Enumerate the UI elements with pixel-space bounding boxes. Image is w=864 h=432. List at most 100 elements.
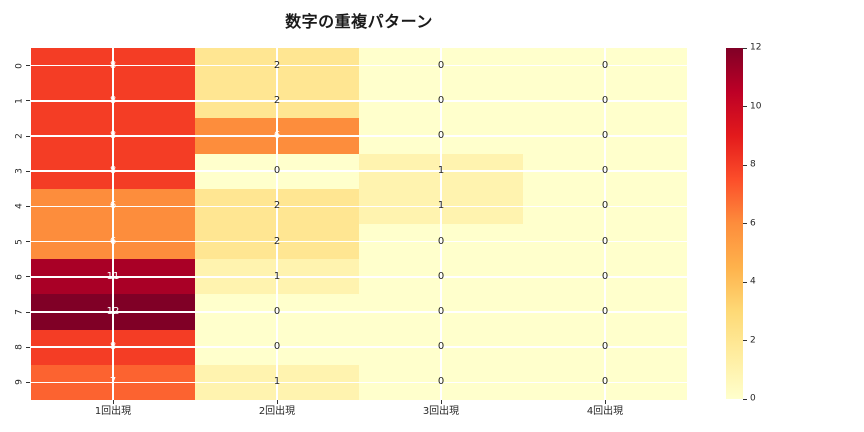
cell-value: 8 [109,341,117,353]
y-tick-mark [26,170,30,172]
cell-value: 0 [601,200,609,212]
gridline-horizontal [31,311,687,313]
cell-value: 0 [273,165,281,177]
y-tick-mark [26,135,30,137]
gridline-horizontal [31,100,687,102]
cell-value: 0 [601,130,609,141]
colorbar-tick-mark [743,223,747,224]
cell-value: 0 [601,235,609,247]
x-tick-mark [440,400,442,404]
heatmap-annotations: 8 2 0 0 8 2 0 0 8 6 0 0 8 0 1 0 6 2 1 0 6 2 0 0 11 1 0 0 12 0 0 0 8 0 0 0 7 1… [31,48,687,400]
y-tick-mark [26,100,30,102]
cell-value: 1 [437,200,445,212]
y-tick-label: 9 [14,379,25,386]
colorbar-tick-label: 2 [750,335,756,345]
gridline-horizontal [31,205,687,208]
colorbar-gradient [726,48,743,399]
colorbar [726,48,743,399]
y-tick-mark [26,311,30,313]
colorbar-tick-label: 10 [750,101,762,111]
chart-title: 数字の重複パターン [285,12,433,31]
cell-value: 6 [109,235,117,247]
cell-value: 0 [601,59,609,71]
cell-value: 0 [601,341,609,353]
cell-value: 8 [109,94,117,106]
colorbar-tick-mark [743,106,747,107]
gridline-horizontal [31,276,687,278]
cell-value: 2 [273,59,281,71]
y-tick-label: 1 [14,97,25,104]
gridline-horizontal [31,64,687,67]
cell-value: 0 [437,94,445,106]
y-tick-label: 6 [14,273,25,280]
gridline-horizontal [31,381,687,384]
gridline-vertical [276,48,278,400]
cell-value: 6 [273,130,281,141]
y-tick-label: 8 [14,344,25,351]
cell-value: 1 [437,165,445,177]
cell-value: 1 [273,270,281,282]
cell-value: 8 [109,59,117,71]
y-tick-label: 3 [14,168,25,175]
cell-value: 0 [601,270,609,282]
gridline-horizontal [31,240,687,243]
cell-value: 1 [273,376,281,388]
cell-value: 2 [273,200,281,212]
cell-value: 2 [273,235,281,247]
cell-value: 0 [601,94,609,106]
cell-value: 0 [601,306,609,317]
cell-value: 0 [437,130,445,141]
gridline-horizontal [31,346,687,348]
y-tick-label: 7 [14,309,25,315]
colorbar-tick-mark [743,281,747,283]
gridline-horizontal [31,135,687,137]
colorbar-tick-mark [743,164,747,166]
x-tick-mark [604,400,606,404]
x-tick-label: 4回出現 [586,406,624,417]
cell-value: 0 [601,165,609,177]
y-tick-mark [26,65,30,67]
cell-value: 0 [437,341,445,353]
y-tick-mark [26,276,30,278]
y-tick-label: 4 [14,203,25,210]
cell-value: 8 [109,130,117,141]
cell-value: 11 [106,270,120,282]
y-tick-label: 0 [14,62,25,69]
colorbar-tick-label: 6 [750,218,756,228]
y-tick-mark [26,381,30,383]
x-tick-mark [276,400,278,404]
x-tick-label: 3回出現 [422,406,460,417]
cell-value: 0 [437,235,445,247]
gridline-horizontal [31,170,687,172]
colorbar-tick-mark [743,340,747,341]
y-tick-mark [26,241,30,243]
cell-value: 6 [109,200,117,212]
x-tick-label: 2回出現 [258,406,296,417]
colorbar-tick-label: 0 [750,393,756,404]
gridline-vertical [112,48,114,400]
cell-value: 0 [273,306,281,317]
y-tick-mark [26,346,30,348]
cell-value: 7 [109,376,117,388]
y-tick-mark [26,205,30,207]
y-tick-label: 2 [14,133,25,139]
x-tick-label: 1回出現 [94,406,132,417]
colorbar-tick-label: 12 [750,42,762,53]
cell-value: 0 [273,341,281,353]
x-tick-mark [112,400,114,404]
colorbar-tick-mark [743,398,747,400]
heatmap-plot: 8 2 0 0 8 2 0 0 8 6 0 0 8 0 1 0 6 2 1 0 6 2 0 0 11 1 0 0 12 0 0 0 8 0 0 0 7 1… [31,48,687,400]
colorbar-tick-mark [743,47,747,49]
cell-value: 0 [437,376,445,388]
cell-value: 0 [601,376,609,388]
cell-value: 8 [109,165,117,177]
cell-value: 0 [437,306,445,317]
gridline-vertical [604,48,606,400]
cell-value: 0 [437,59,445,71]
colorbar-tick-label: 8 [750,159,756,170]
cell-value: 2 [273,94,281,106]
heatmap-gridlines [31,48,687,400]
gridline-vertical [440,48,442,400]
cell-value: 0 [437,270,445,282]
